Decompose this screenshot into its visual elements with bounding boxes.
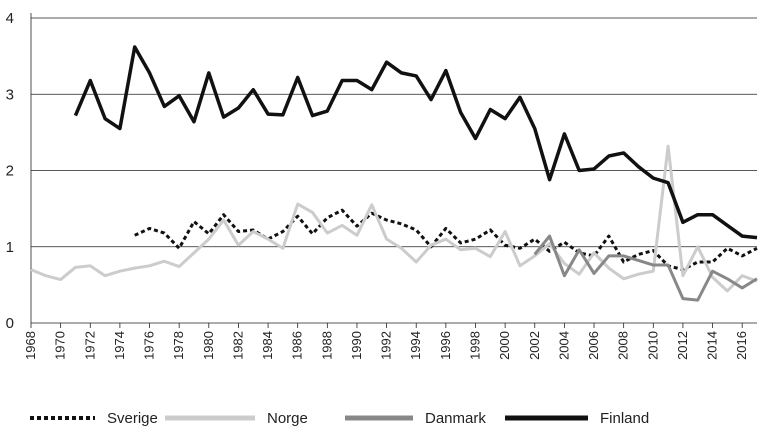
legend-label: Sverige: [107, 410, 158, 427]
series-line: [30, 144, 758, 293]
x-tick-label: 1994: [408, 331, 423, 360]
x-tick-label: 1982: [230, 331, 245, 360]
x-tick-label: 1996: [438, 331, 453, 360]
x-tick-label: 1970: [53, 331, 68, 360]
x-tick-label: 1984: [260, 331, 275, 360]
y-tick-label: 2: [6, 163, 14, 180]
x-tick-label: 1980: [201, 331, 216, 360]
x-tick-label: 2004: [556, 331, 571, 360]
legend-label: Finland: [600, 410, 649, 427]
x-tick-label: 2014: [705, 331, 720, 360]
x-tick-label: 1998: [467, 331, 482, 360]
x-tick-label: 1968: [23, 331, 38, 360]
series-line: [533, 234, 758, 302]
x-tick-label: 1978: [171, 331, 186, 360]
y-tick-label: 3: [6, 86, 14, 103]
legend-label: Norge: [267, 410, 308, 427]
x-tick-label: 2010: [645, 331, 660, 360]
x-tick-label: 1986: [290, 331, 305, 360]
x-tick-label: 1976: [142, 331, 157, 360]
y-tick-label: 1: [6, 239, 14, 256]
x-tick-label: 2008: [616, 331, 631, 360]
x-tick-label: 2002: [527, 331, 542, 360]
x-tick-label: 1974: [112, 331, 127, 360]
x-tick-label: 1992: [379, 331, 394, 360]
x-tick-label: 1990: [349, 331, 364, 360]
y-tick-label: 0: [6, 315, 14, 332]
legend-label: Danmark: [425, 410, 486, 427]
series-line: [73, 45, 758, 240]
x-tick-label: 2012: [675, 331, 690, 360]
y-tick-label: 4: [6, 10, 14, 27]
x-tick-label: 1972: [82, 331, 97, 360]
x-tick-label: 2016: [734, 331, 749, 360]
x-tick-label: 2000: [497, 331, 512, 360]
x-tick-label: 2006: [586, 331, 601, 360]
x-tick-label: 1988: [319, 331, 334, 360]
series-line: [134, 208, 758, 272]
